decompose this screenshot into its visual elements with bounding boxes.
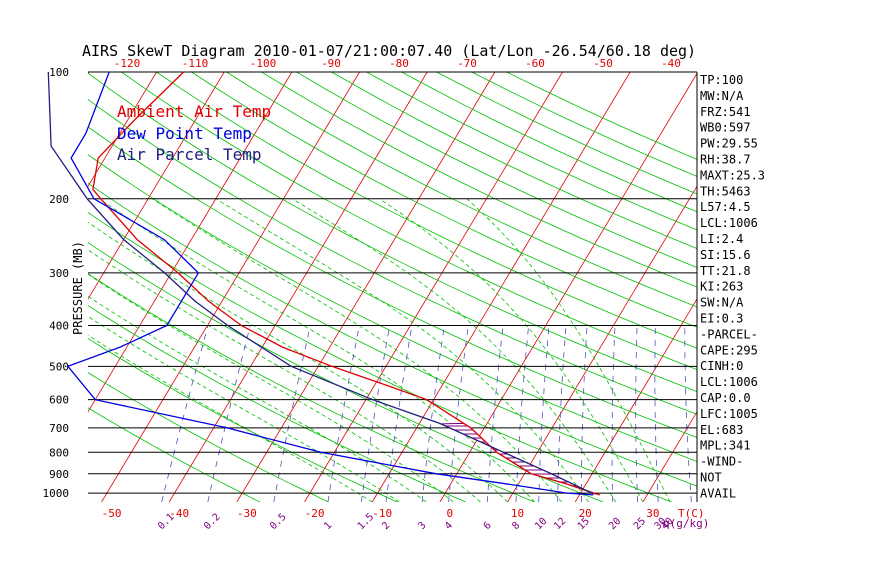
index-item: EI:0.3 <box>700 312 743 326</box>
index-item: EL:683 <box>700 423 743 437</box>
pressure-tick-label: 600 <box>49 394 69 407</box>
mixing-ratio-line <box>558 326 566 503</box>
pressure-tick-label: 1000 <box>43 487 70 500</box>
temp-tick-label-top: -120 <box>114 57 141 70</box>
pressure-tick-label: 500 <box>49 360 69 373</box>
temp-tick-label-bottom: -10 <box>372 507 392 520</box>
temp-tick-label-bottom: 10 <box>511 507 524 520</box>
mixing-ratio-line <box>612 326 615 503</box>
dry-adiabat-line <box>507 72 870 502</box>
index-item: AVAIL <box>700 486 736 500</box>
pressure-tick-label: 800 <box>49 446 69 459</box>
index-item: RH:38.7 <box>700 153 751 167</box>
legend-dewpoint: Dew Point Temp <box>117 124 252 143</box>
mixing-ratio-line <box>685 326 692 503</box>
index-item: TH:5463 <box>700 184 751 198</box>
temp-tick-label-bottom: -30 <box>237 507 257 520</box>
mixing-ratio-tick-label: 3 <box>416 520 428 532</box>
y-axis-label: PRESSURE (MB) <box>71 241 85 335</box>
temp-tick-label-top: -110 <box>182 57 209 70</box>
temp-tick-label-bottom: 0 <box>447 507 454 520</box>
index-item: L57:4.5 <box>700 200 751 214</box>
dry-adiabat-line <box>0 72 672 502</box>
legend-parcel: Air Parcel Temp <box>117 145 262 164</box>
temp-tick-label-top: -100 <box>250 57 277 70</box>
pressure-tick-label: 700 <box>49 422 69 435</box>
pressure-tick-label: 300 <box>49 267 69 280</box>
index-item: MAXT:25.3 <box>700 168 765 182</box>
index-item: LCL:1006 <box>700 216 758 230</box>
pressure-tick-label: 100 <box>49 66 69 79</box>
index-item: TT:21.8 <box>700 264 751 278</box>
index-item: PW:29.55 <box>700 137 758 151</box>
index-item: KI:263 <box>700 280 743 294</box>
isotherm-line <box>0 72 21 502</box>
mixing-ratio-line <box>274 326 311 503</box>
mixing-ratio-tick-label: 0.5 <box>268 512 289 533</box>
index-item: SI:15.6 <box>700 248 751 262</box>
dry-adiabat-line <box>367 72 870 502</box>
index-item: WB0:597 <box>700 121 751 135</box>
temp-tick-label-top: -90 <box>321 57 341 70</box>
dry-adiabat-line <box>0 72 740 502</box>
index-item: LI:2.4 <box>700 232 743 246</box>
mixing-ratio-tick-label: 12 <box>552 516 568 532</box>
moist-adiabat-line <box>152 199 561 502</box>
isotherm-line <box>305 72 563 502</box>
temp-tick-label-bottom: -20 <box>305 507 325 520</box>
temp-tick-label-top: -70 <box>457 57 477 70</box>
dry-adiabat-line <box>227 72 870 502</box>
mixing-ratio-line <box>386 326 412 503</box>
pressure-tick-label: 200 <box>49 193 69 206</box>
mixing-ratio-tick-label: 20 <box>607 516 623 532</box>
index-item: MW:N/A <box>700 89 744 103</box>
index-item: CINH:0 <box>700 359 743 373</box>
mixing-ratio-tick-label: 1 <box>322 520 334 532</box>
pressure-tick-label: 400 <box>49 320 69 333</box>
temp-tick-label-bottom: -50 <box>102 507 122 520</box>
mixing-ratio-line <box>516 326 529 503</box>
mixing-ratio-tick-label: 6 <box>482 520 494 532</box>
stability-indices: TP:100 MW:N/A FRZ:541 WB0:597 PW:29.55 RH:38.… <box>700 73 765 500</box>
mixing-ratio-line <box>328 326 360 503</box>
temp-tick-label-top: -80 <box>389 57 409 70</box>
index-item: TP:100 <box>700 73 743 87</box>
mixing-ratio-line <box>655 326 658 503</box>
index-item: CAP:0.0 <box>700 391 751 405</box>
temp-tick-label-top: -50 <box>593 57 613 70</box>
dry-adiabat-line <box>0 72 603 502</box>
mixing-ratio-line <box>581 326 587 503</box>
index-item: MPL:341 <box>700 439 751 453</box>
legend-ambient: Ambient Air Temp <box>117 102 271 121</box>
mixing-ratio-tick-label: 2 <box>380 520 392 532</box>
index-item: LFC:1005 <box>700 407 758 421</box>
index-item: -PARCEL- <box>700 327 758 341</box>
temp-tick-label-top: -40 <box>661 57 681 70</box>
mixing-ratio-tick-label: 0.2 <box>202 512 223 533</box>
mixing-ratio-tick-label: 10 <box>533 516 549 532</box>
index-item: -WIND- <box>700 455 743 469</box>
index-item: SW:N/A <box>700 296 744 310</box>
pressure-tick-label: 900 <box>49 468 69 481</box>
moist-adiabat-line <box>216 199 589 502</box>
temp-tick-label-top: -60 <box>525 57 545 70</box>
mixing-ratio-line <box>361 326 389 503</box>
isotherm-line <box>237 72 495 502</box>
mixing-ratio-tick-label: 4 <box>443 520 455 532</box>
moist-adiabat-line <box>55 199 508 502</box>
moist-adiabat-line <box>467 199 670 502</box>
index-item: FRZ:541 <box>700 105 751 119</box>
dry-adiabat-line <box>297 72 870 502</box>
index-item: CAPE:295 <box>700 343 758 357</box>
mixing-ratio-tick-label: 8 <box>510 520 522 532</box>
index-item: NOT <box>700 471 722 485</box>
dry-adiabat-line <box>472 72 870 502</box>
index-item: LCL:1006 <box>700 375 758 389</box>
dry-adiabat-line <box>192 72 870 502</box>
moist-adiabat-line <box>99 199 534 502</box>
